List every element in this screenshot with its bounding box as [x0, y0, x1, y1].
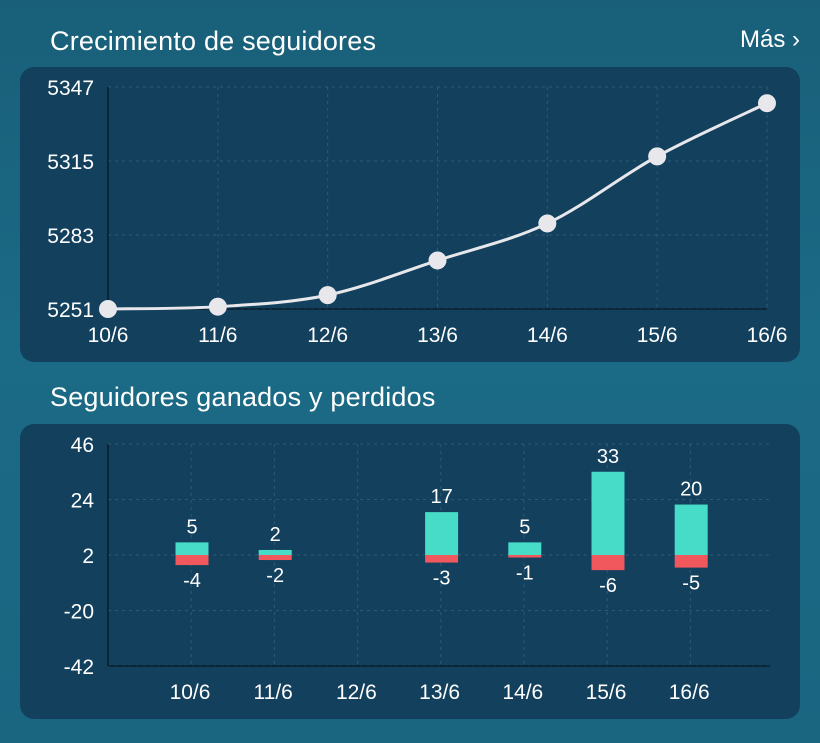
lost-value-label: -2	[266, 565, 284, 587]
x-tick-label: 11/6	[198, 324, 237, 347]
lost-bar	[674, 555, 708, 568]
gained-bar	[258, 549, 292, 555]
lost-bar	[425, 555, 459, 563]
data-point	[428, 251, 447, 270]
lost-value-label: -1	[516, 563, 534, 585]
x-tick-label: 15/6	[586, 681, 627, 704]
data-point	[758, 94, 776, 113]
lost-value-label: -4	[183, 570, 201, 592]
x-tick-label: 16/6	[669, 681, 710, 704]
lost-bar	[508, 555, 542, 558]
y-tick-label: 46	[71, 434, 94, 457]
gained-bar	[674, 504, 708, 555]
growth-chart-card: 5347 5315 5283 5251 10/6 11/6 12/6 13/6 14/6 15/6…	[20, 67, 800, 362]
gained-value-label: 33	[597, 446, 619, 468]
lost-value-label: -6	[599, 575, 617, 597]
x-tick-label: 12/6	[307, 324, 348, 347]
lost-bar	[591, 555, 625, 571]
gained-value-label: 2	[270, 524, 281, 546]
data-point	[648, 147, 667, 166]
gainloss-chart-card: 46 24 2 -20 -42 10/6 11/6 12/6 13/6 14/6 15/6 16/6 5…	[20, 424, 800, 719]
gained-value-label: 5	[519, 516, 530, 538]
data-point	[208, 297, 227, 316]
lost-value-label: -3	[433, 568, 451, 590]
lost-bar	[258, 555, 292, 561]
y-tick-label: -20	[64, 601, 94, 624]
x-tick-label: 16/6	[747, 324, 788, 347]
x-tick-label: 13/6	[417, 324, 458, 347]
gained-bar	[508, 542, 542, 555]
growth-section-title: Crecimiento de seguidores	[50, 26, 377, 56]
y-tick-label: 5283	[47, 225, 94, 248]
x-tick-label: 10/6	[170, 681, 211, 704]
gained-value-label: 17	[430, 486, 452, 508]
y-tick-label: -42	[64, 656, 94, 679]
data-point	[538, 214, 557, 233]
data-point	[99, 300, 117, 318]
lost-value-label: -5	[682, 573, 700, 595]
gainloss-section-title: Seguidores ganados y perdidos	[50, 382, 436, 412]
gained-bar	[425, 512, 459, 555]
gained-value-label: 5	[186, 516, 197, 538]
x-tick-label: 13/6	[419, 681, 460, 704]
data-point	[318, 286, 337, 305]
gained-bar	[591, 471, 625, 555]
gained-bar	[175, 542, 209, 555]
x-tick-label: 12/6	[336, 681, 377, 704]
y-tick-label: 5251	[47, 299, 94, 322]
y-tick-label: 24	[71, 490, 95, 513]
more-link[interactable]: Más ›	[740, 26, 800, 53]
x-tick-label: 14/6	[502, 681, 543, 704]
y-tick-label: 5347	[47, 77, 94, 100]
y-tick-label: 5315	[47, 151, 94, 174]
x-tick-label: 15/6	[637, 324, 678, 347]
x-tick-label: 10/6	[88, 324, 129, 347]
x-tick-label: 14/6	[527, 324, 568, 347]
gained-value-label: 20	[680, 479, 702, 501]
y-tick-label: 2	[82, 545, 94, 568]
lost-bar	[175, 555, 209, 566]
x-tick-label: 11/6	[254, 681, 293, 704]
